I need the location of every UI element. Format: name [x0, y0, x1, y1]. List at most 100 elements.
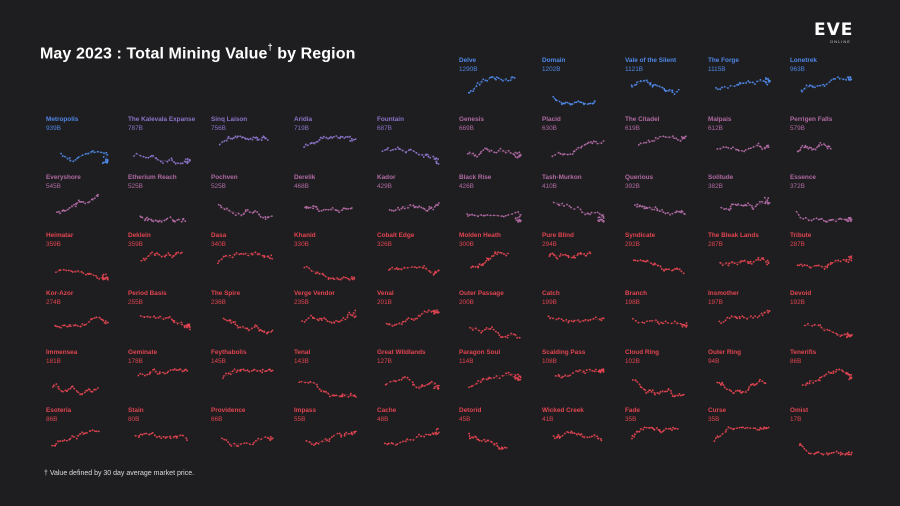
system-dot [488, 328, 490, 330]
system-dot [765, 77, 767, 79]
system-dot [153, 315, 156, 318]
system-dot [679, 140, 682, 142]
system-dot [799, 442, 802, 445]
system-dot [636, 81, 639, 83]
system-dot [159, 160, 162, 163]
region-map [466, 147, 522, 159]
system-dot [602, 213, 604, 216]
map-link [742, 389, 749, 392]
system-dot [676, 268, 679, 270]
region-map [54, 316, 109, 329]
system-dot [637, 321, 640, 324]
system-dot [231, 137, 234, 140]
system-dot [328, 438, 331, 440]
system-dot [146, 216, 148, 219]
map-link [309, 441, 316, 445]
system-dot [505, 78, 507, 80]
system-dot [493, 443, 496, 445]
system-dot [494, 251, 497, 253]
system-dot [429, 434, 432, 436]
system-dot [562, 319, 565, 322]
region-value: 392B [625, 183, 640, 190]
system-dot [798, 264, 801, 267]
system-dot [252, 136, 255, 139]
system-dot [103, 161, 105, 164]
region-value: 300B [459, 241, 474, 248]
system-dot [89, 430, 92, 433]
system-dot [138, 434, 141, 437]
region-panel: Verge Vendor 235B [294, 290, 372, 346]
region-value: 326B [377, 241, 392, 248]
system-dot [819, 84, 821, 87]
system-dot [310, 314, 312, 317]
system-dot [474, 154, 477, 156]
region-name: Deklein [128, 232, 151, 239]
system-dot [158, 371, 161, 373]
region-value: 255B [128, 299, 143, 306]
system-dot [348, 311, 351, 314]
map-link [395, 208, 402, 211]
system-dot [564, 101, 567, 104]
system-dot [468, 151, 471, 154]
system-dot [435, 433, 438, 436]
system-dot [340, 434, 343, 437]
system-dot [665, 268, 668, 271]
map-link [553, 202, 563, 204]
system-dot [645, 392, 648, 394]
system-dot [848, 335, 851, 338]
region-panel: Catch 199B [542, 290, 620, 346]
system-dot [436, 384, 439, 387]
map-link [311, 270, 318, 273]
system-dot [59, 440, 62, 442]
system-dot [405, 440, 407, 443]
system-dot [233, 442, 236, 445]
system-dot [62, 390, 64, 393]
system-dot [658, 430, 661, 433]
system-dot [55, 443, 57, 445]
system-dot [554, 374, 557, 377]
system-dot [332, 277, 334, 280]
system-dot [247, 254, 250, 257]
system-dot [832, 77, 835, 80]
system-dot [491, 76, 494, 78]
system-dot [77, 391, 79, 394]
map-link [421, 311, 428, 315]
map-link [837, 76, 847, 81]
system-dot [834, 370, 837, 373]
system-dot [85, 432, 88, 434]
system-dot [565, 318, 568, 321]
system-dot [76, 324, 79, 327]
system-dot [664, 268, 667, 271]
system-dot [668, 136, 671, 139]
map-link [347, 136, 354, 140]
system-dot [730, 390, 733, 393]
system-dot [730, 315, 733, 318]
system-dot [678, 210, 681, 213]
system-dot [557, 151, 560, 154]
system-dot [478, 83, 481, 86]
system-dot [639, 259, 642, 262]
map-link [402, 204, 411, 208]
region-value: 525B [211, 183, 226, 190]
system-dot [88, 389, 91, 391]
map-link [427, 154, 434, 157]
system-dot [736, 204, 738, 207]
system-dot [157, 316, 160, 319]
system-dot [236, 136, 238, 139]
system-dot [570, 206, 572, 209]
system-dot [747, 202, 749, 205]
map-link [228, 369, 235, 374]
system-dot [143, 259, 146, 261]
system-dot [409, 148, 412, 151]
system-dot [847, 334, 850, 337]
system-dot [219, 204, 222, 207]
region-map [633, 203, 686, 216]
system-dot [104, 158, 107, 161]
region-panel: Derelik 468B [294, 174, 372, 230]
system-dot [753, 384, 756, 387]
system-dot [260, 438, 263, 441]
region-name: Tenal [294, 349, 311, 356]
system-dot [482, 149, 485, 152]
system-dot [237, 326, 240, 329]
system-dot [393, 379, 395, 382]
